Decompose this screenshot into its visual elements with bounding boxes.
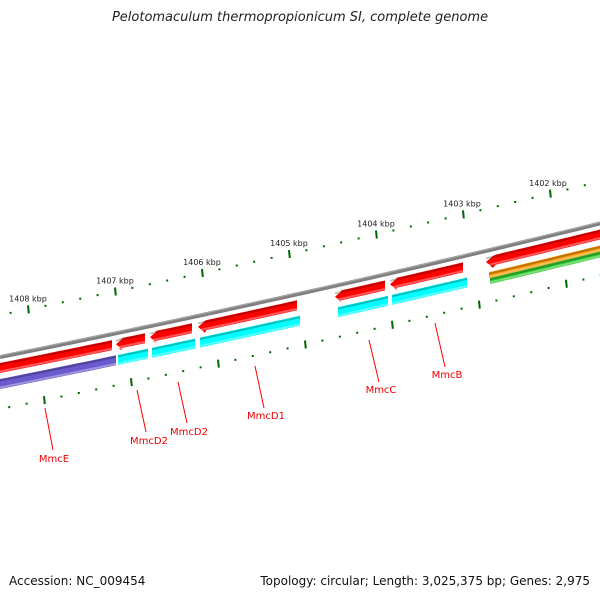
blast-hit-feature	[118, 348, 148, 365]
cds-feature-shade	[149, 323, 193, 335]
kbp-label: 1405 kbp	[270, 239, 308, 248]
blast-hit-feature-shade	[391, 277, 468, 298]
orange-feature-highlight	[488, 249, 600, 278]
kbp-label: 1408 kbp	[9, 294, 47, 303]
purple-feature	[0, 355, 116, 389]
blast-hit-feature	[338, 295, 388, 318]
outer-major-tick	[27, 305, 30, 314]
cds-feature-highlight	[149, 330, 193, 342]
outer-major-tick	[375, 230, 378, 239]
cds-feature	[116, 333, 145, 351]
green-feature	[490, 251, 600, 284]
blast-hit-feature-shade	[337, 296, 389, 310]
blast-hit-feature-highlight	[391, 284, 468, 305]
cds-feature-highlight	[389, 269, 464, 289]
kbp-label: 1404 kbp	[357, 219, 395, 228]
kbp-label: 1406 kbp	[183, 258, 221, 267]
gene-label: MmcB	[432, 370, 463, 381]
blast-hit-feature	[152, 338, 195, 358]
inner-major-tick	[391, 320, 394, 329]
cds-feature-shade	[0, 340, 113, 366]
kbp-label: 1402 kbp	[529, 179, 567, 188]
gene-label-leader	[434, 322, 446, 368]
cds-feature-shade	[334, 280, 386, 295]
inner-major-tick	[217, 359, 220, 368]
orange-feature	[489, 245, 600, 279]
cds-feature	[198, 300, 297, 333]
kbp-label: 1403 kbp	[443, 200, 481, 209]
purple-feature-shade	[0, 355, 117, 382]
cds-feature-shade	[485, 230, 600, 260]
blast-hit-feature-highlight	[337, 303, 389, 317]
gene-label: MmcC	[366, 385, 397, 396]
gene-label: MmcD1	[247, 411, 285, 422]
outer-major-tick	[462, 210, 465, 219]
blast-hit-feature-highlight	[199, 323, 301, 347]
gene-label-leader	[177, 381, 188, 424]
blast-hit-feature	[200, 315, 300, 348]
outer-major-tick	[549, 189, 552, 198]
genome-summary-text: Topology: circular; Length: 3,025,375 bp…	[260, 574, 590, 588]
gene-label: MmcD2	[170, 427, 208, 438]
outer-major-tick	[201, 268, 204, 278]
outer-major-tick	[114, 287, 117, 296]
gene-label-leader	[368, 339, 380, 383]
blast-hit-feature-shade	[199, 316, 301, 340]
gene-label-leader	[136, 389, 147, 433]
blast-hit-feature-shade	[151, 339, 196, 351]
green-feature-shade	[489, 252, 600, 281]
cds-feature-highlight	[485, 237, 600, 267]
blast-hit-feature-highlight	[151, 346, 196, 358]
cds-feature	[150, 323, 192, 344]
inner-major-tick	[304, 340, 307, 349]
blast-hit-feature-highlight	[117, 356, 149, 365]
cds-feature-shade	[197, 300, 298, 325]
backbone-highlight	[0, 221, 600, 357]
gene-label-leader	[254, 365, 265, 409]
inner-major-tick	[478, 300, 481, 309]
inner-major-tick	[130, 378, 133, 387]
cds-feature-highlight	[0, 347, 113, 373]
cds-feature-shade	[389, 262, 464, 282]
cds-feature-highlight	[115, 340, 146, 349]
outer-major-tick	[288, 249, 291, 259]
gene-label-leader	[44, 407, 54, 451]
cds-feature	[486, 229, 600, 268]
cds-feature	[390, 262, 463, 291]
gene-label: MmcE	[39, 454, 69, 465]
map-title: Pelotomaculum thermopropionicum SI, comp…	[111, 10, 489, 25]
inner-major-tick	[43, 396, 46, 405]
orange-feature-shade	[488, 246, 600, 275]
cds-feature	[335, 280, 385, 303]
gene-label: MmcD2	[130, 436, 168, 447]
inner-major-tick	[565, 279, 568, 288]
cds-feature-shade	[115, 333, 146, 342]
blast-hit-feature	[392, 277, 467, 305]
backbone-circle	[0, 221, 600, 359]
blast-hit-feature-shade	[117, 349, 149, 358]
kbp-label: 1407 kbp	[96, 277, 134, 286]
cds-feature-highlight	[197, 307, 298, 332]
cds-feature-highlight	[334, 287, 386, 302]
purple-feature-highlight	[0, 362, 117, 389]
green-feature-highlight	[489, 255, 600, 284]
cds-feature	[0, 340, 112, 373]
accession-text: Accession: NC_009454	[9, 574, 146, 588]
